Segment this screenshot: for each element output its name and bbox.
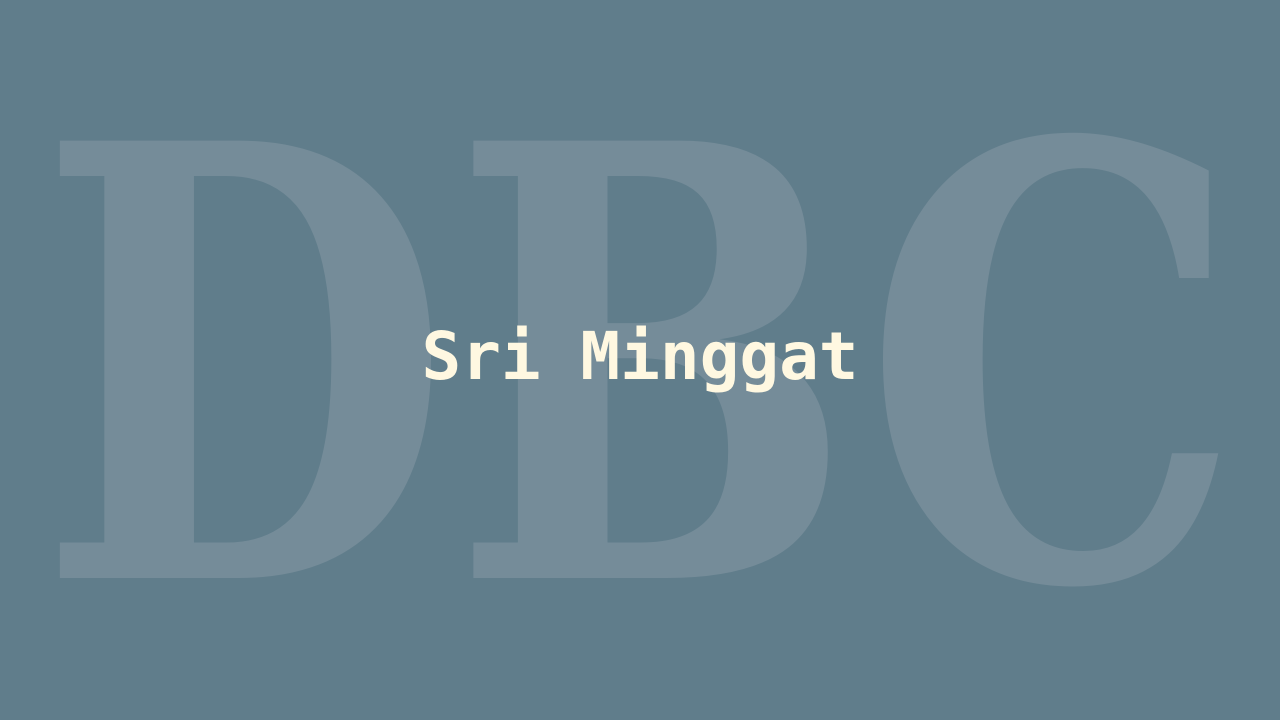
slide-title: Sri Minggat [421, 318, 859, 395]
svg-text:DBC: DBC [38, 15, 1243, 720]
